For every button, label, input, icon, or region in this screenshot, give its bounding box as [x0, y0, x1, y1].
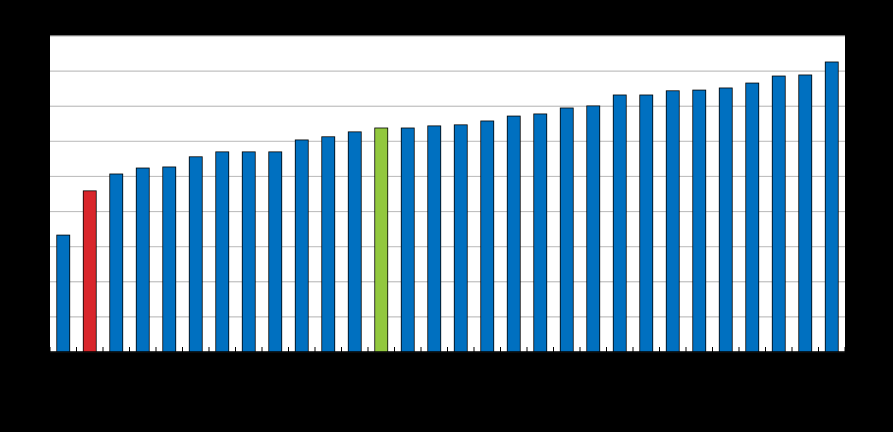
bar [321, 136, 336, 353]
bar [188, 156, 203, 353]
bar [215, 151, 230, 353]
bar [56, 234, 71, 353]
bar [718, 87, 733, 353]
bar [692, 89, 707, 353]
bar [162, 166, 177, 353]
bar [480, 120, 495, 353]
plot-area [50, 36, 845, 352]
bar [347, 131, 362, 353]
bar [294, 139, 309, 353]
bar [665, 90, 680, 353]
bar [745, 82, 760, 353]
bar [109, 173, 124, 353]
bar [771, 75, 786, 353]
bar [453, 124, 468, 353]
bar [241, 151, 256, 353]
bar [268, 151, 283, 353]
bar [586, 105, 601, 353]
bar [374, 127, 389, 353]
bar [427, 125, 442, 353]
bar [400, 127, 415, 353]
bar [798, 74, 813, 353]
bar [824, 61, 839, 353]
bar [506, 115, 521, 353]
bar [559, 107, 574, 353]
bar [639, 94, 654, 353]
bar [612, 94, 627, 353]
bar [533, 113, 548, 353]
bar [82, 190, 97, 353]
bar [135, 167, 150, 353]
